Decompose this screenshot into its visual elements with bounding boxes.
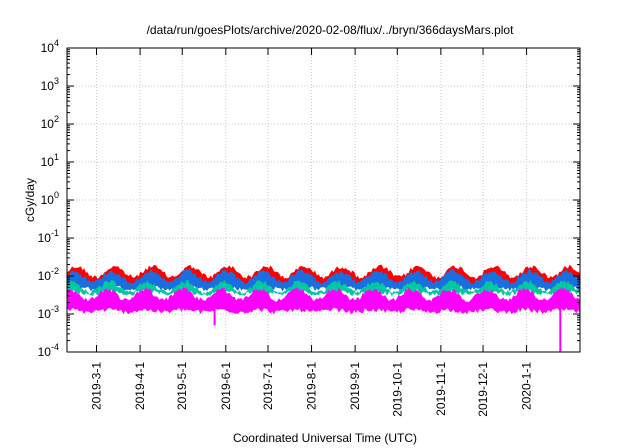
y-tick-label: 10-3 bbox=[38, 304, 59, 321]
x-tick-label: 2019-8-1 bbox=[305, 362, 319, 410]
y-tick-label: 102 bbox=[41, 114, 59, 131]
x-tick-label: 2019-3-1 bbox=[90, 362, 104, 410]
y-tick-label: 103 bbox=[41, 76, 59, 93]
data-area bbox=[66, 264, 581, 352]
x-tick-label: 2019-9-1 bbox=[348, 362, 362, 410]
y-axis: 10-4 10-3 10-2 10-1 100 101 102 103 104 bbox=[38, 38, 580, 359]
x-tick-label: 2019-4-1 bbox=[133, 362, 147, 410]
y-tick-label: 104 bbox=[41, 38, 59, 55]
y-tick-label: 10-2 bbox=[38, 266, 59, 283]
y-axis-label: cGy/day bbox=[23, 178, 37, 222]
x-tick-label: 2020-1-1 bbox=[520, 362, 534, 410]
x-tick-label: 2019-5-1 bbox=[175, 362, 189, 410]
x-axis-label: Coordinated Universal Time (UTC) bbox=[233, 431, 417, 445]
y-tick-label: 100 bbox=[41, 190, 59, 207]
y-tick-label: 101 bbox=[41, 152, 59, 169]
x-axis: 2019-3-1 2019-4-1 2019-5-1 2019-6-1 2019-7-1… bbox=[90, 48, 534, 417]
y-tick-label: 10-1 bbox=[38, 228, 59, 245]
chart-title: /data/run/goesPlots/archive/2020-02-08/f… bbox=[147, 23, 515, 37]
x-tick-label: 2019-7-1 bbox=[261, 362, 275, 410]
y-tick-label: 10-4 bbox=[38, 342, 59, 359]
x-tick-label: 2019-10-1 bbox=[390, 362, 404, 417]
x-tick-label: 2019-6-1 bbox=[219, 362, 233, 410]
x-tick-label: 2019-11-1 bbox=[434, 362, 448, 416]
x-tick-label: 2019-12-1 bbox=[476, 362, 490, 417]
